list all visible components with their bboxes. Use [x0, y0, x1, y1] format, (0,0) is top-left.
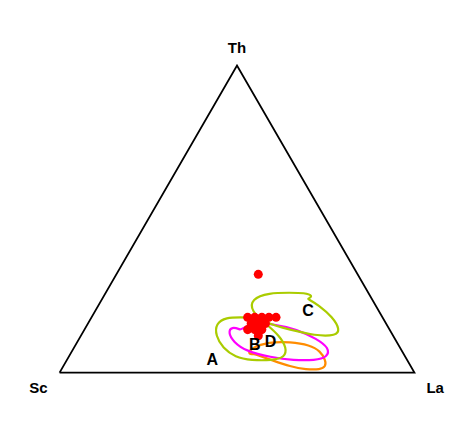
- svg-text:D: D: [265, 333, 277, 350]
- svg-text:Sc: Sc: [29, 379, 47, 396]
- svg-text:Th: Th: [228, 39, 246, 56]
- svg-text:A: A: [206, 351, 218, 368]
- svg-text:C: C: [302, 302, 314, 319]
- svg-text:La: La: [426, 379, 444, 396]
- svg-text:B: B: [249, 336, 261, 353]
